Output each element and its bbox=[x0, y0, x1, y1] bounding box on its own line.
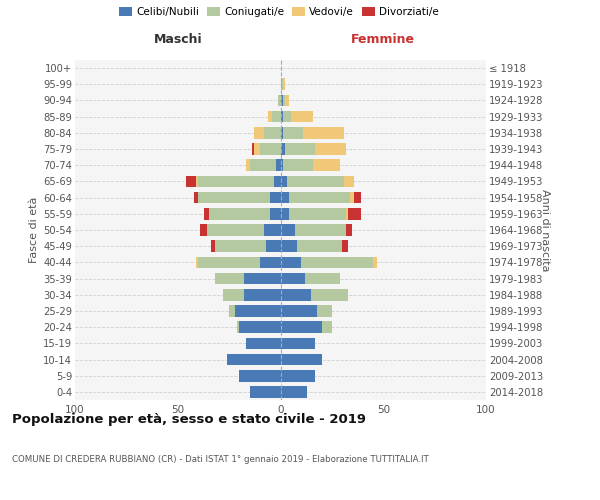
Bar bbox=[245, 338, 281, 349]
Bar bbox=[186, 176, 196, 188]
Bar bbox=[289, 192, 350, 203]
Bar bbox=[322, 322, 332, 333]
Bar bbox=[206, 224, 264, 236]
Bar bbox=[211, 240, 215, 252]
Bar bbox=[281, 354, 322, 366]
Bar bbox=[281, 305, 317, 317]
Bar bbox=[274, 176, 281, 188]
Bar bbox=[281, 224, 295, 236]
Bar bbox=[281, 127, 283, 138]
Bar bbox=[198, 256, 260, 268]
Bar bbox=[227, 354, 281, 366]
Bar bbox=[311, 289, 349, 300]
Bar bbox=[252, 143, 254, 155]
Bar bbox=[238, 322, 239, 333]
Bar bbox=[272, 111, 281, 122]
Bar bbox=[260, 256, 281, 268]
Bar bbox=[281, 208, 289, 220]
Bar bbox=[289, 208, 346, 220]
Bar bbox=[264, 127, 281, 138]
Y-axis label: Anni di nascita: Anni di nascita bbox=[540, 188, 550, 271]
Bar bbox=[283, 111, 291, 122]
Bar bbox=[303, 127, 344, 138]
Bar bbox=[200, 224, 206, 236]
Bar bbox=[266, 240, 281, 252]
Bar bbox=[281, 240, 297, 252]
Bar bbox=[281, 160, 283, 171]
Bar bbox=[355, 192, 361, 203]
Bar bbox=[229, 305, 235, 317]
Bar bbox=[196, 256, 199, 268]
Bar bbox=[270, 192, 281, 203]
Bar bbox=[373, 256, 377, 268]
Bar bbox=[250, 160, 277, 171]
Bar bbox=[209, 208, 270, 220]
Bar bbox=[284, 94, 289, 106]
Bar bbox=[215, 240, 266, 252]
Text: Popolazione per età, sesso e stato civile - 2019: Popolazione per età, sesso e stato civil… bbox=[12, 412, 366, 426]
Bar bbox=[268, 111, 272, 122]
Bar bbox=[205, 208, 209, 220]
Bar bbox=[297, 240, 342, 252]
Bar bbox=[254, 127, 264, 138]
Bar bbox=[239, 322, 281, 333]
Bar bbox=[350, 192, 355, 203]
Bar bbox=[260, 143, 281, 155]
Bar bbox=[281, 78, 283, 90]
Bar bbox=[281, 143, 284, 155]
Bar bbox=[239, 370, 281, 382]
Bar bbox=[281, 322, 322, 333]
Bar bbox=[281, 289, 311, 300]
Bar bbox=[277, 160, 281, 171]
Text: COMUNE DI CREDERA RUBBIANO (CR) - Dati ISTAT 1° gennaio 2019 - Elaborazione TUTT: COMUNE DI CREDERA RUBBIANO (CR) - Dati I… bbox=[12, 455, 429, 464]
Bar bbox=[342, 240, 349, 252]
Bar bbox=[295, 224, 346, 236]
Bar bbox=[194, 192, 199, 203]
Bar bbox=[317, 305, 332, 317]
Bar bbox=[284, 143, 316, 155]
Bar bbox=[346, 224, 352, 236]
Bar bbox=[281, 111, 283, 122]
Bar bbox=[287, 176, 344, 188]
Bar bbox=[281, 370, 316, 382]
Bar bbox=[281, 256, 301, 268]
Bar bbox=[301, 256, 373, 268]
Bar bbox=[281, 192, 289, 203]
Bar bbox=[264, 224, 281, 236]
Bar bbox=[283, 78, 284, 90]
Bar bbox=[291, 111, 313, 122]
Bar bbox=[199, 192, 270, 203]
Bar bbox=[215, 272, 244, 284]
Bar bbox=[244, 272, 281, 284]
Bar bbox=[223, 289, 244, 300]
Bar bbox=[254, 143, 260, 155]
Y-axis label: Fasce di età: Fasce di età bbox=[29, 197, 39, 263]
Bar bbox=[346, 208, 349, 220]
Legend: Celibi/Nubili, Coniugati/e, Vedovi/e, Divorziati/e: Celibi/Nubili, Coniugati/e, Vedovi/e, Di… bbox=[115, 2, 443, 21]
Bar bbox=[250, 386, 281, 398]
Text: Maschi: Maschi bbox=[154, 34, 202, 46]
Bar bbox=[313, 160, 340, 171]
Bar bbox=[283, 127, 303, 138]
Bar bbox=[281, 176, 287, 188]
Bar bbox=[244, 289, 281, 300]
Bar bbox=[283, 94, 284, 106]
Bar bbox=[283, 160, 313, 171]
Bar bbox=[281, 338, 316, 349]
Bar bbox=[198, 176, 274, 188]
Bar bbox=[196, 176, 199, 188]
Bar bbox=[270, 208, 281, 220]
Bar bbox=[281, 94, 283, 106]
Bar bbox=[245, 160, 250, 171]
Bar bbox=[281, 386, 307, 398]
Bar bbox=[278, 94, 281, 106]
Text: Femmine: Femmine bbox=[351, 34, 415, 46]
Bar bbox=[344, 176, 355, 188]
Bar bbox=[316, 143, 346, 155]
Bar bbox=[281, 272, 305, 284]
Bar bbox=[235, 305, 281, 317]
Bar bbox=[349, 208, 361, 220]
Bar bbox=[305, 272, 340, 284]
